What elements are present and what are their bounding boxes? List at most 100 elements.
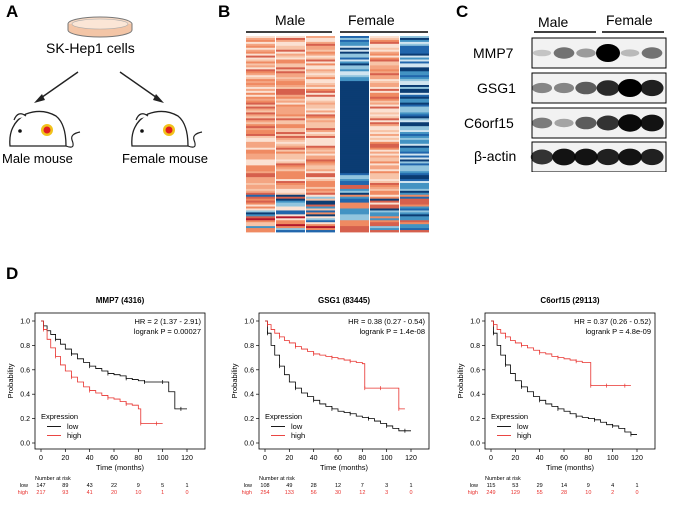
heatmap-cell [370,88,399,92]
heatmap-cell [400,216,429,219]
x-axis-label: Time (months) [96,463,145,472]
heatmap-cell [370,77,399,80]
heatmap-cell [246,90,275,94]
y-tick-label: 0.2 [470,416,480,423]
heatmap-cell [306,159,335,162]
heatmap-cell [370,222,399,225]
heatmap-cell [246,226,275,229]
heatmap-cell [340,69,369,72]
heatmap-cell [370,230,399,233]
heatmap-cell [306,49,335,53]
heatmap-cell [370,220,399,223]
y-axis-label: Probability [456,363,465,398]
risk-value: 14 [561,483,567,489]
heatmap-cell [276,165,305,168]
heatmap-cell [246,118,275,121]
heatmap-cell [306,96,335,100]
heatmap-cell [246,171,275,174]
heatmap-cell [306,132,335,135]
heatmap-cell [340,126,369,129]
heatmap-cell [370,126,399,129]
heatmap-cell [246,85,275,88]
heatmap-cell [306,57,335,60]
heatmap-cell [246,230,275,233]
heatmap-cell [306,137,335,141]
heatmap-cell [246,149,275,153]
heatmap-cell [276,186,305,190]
heatmap-cell [340,92,369,96]
heatmap-cell [340,204,369,207]
heatmap-cell [340,216,369,219]
heatmap-cell [276,122,305,125]
heatmap-cell [276,230,305,233]
blot-bands [530,37,667,172]
heatmap-cell [370,208,399,211]
heatmap-cell [306,122,335,125]
km-title: MMP7 (4316) [96,296,145,305]
heatmap-cell [340,218,369,221]
blot-band [596,115,620,131]
heatmap-cell [276,55,305,58]
legend-label-low: low [291,422,303,431]
heatmap-cell [340,83,369,86]
heatmap-cell [340,190,369,194]
heatmap-cell [370,92,399,96]
heatmap-cell [276,190,305,194]
heatmap-cell [276,218,305,221]
heatmap-cell [340,116,369,119]
heatmap-cell [340,147,369,151]
blot-band [596,44,620,62]
heatmap-cell [340,220,369,223]
km-plot-frame [34,312,206,450]
heatmap-cell [246,143,275,147]
heatmap-cell [306,130,335,133]
x-axis-label: Time (months) [320,463,369,472]
heatmap-cell [276,214,305,217]
heatmap-cell [340,145,369,149]
x-tick-label: 40 [536,455,544,462]
heatmap-cell [370,202,399,205]
risk-value: 249 [486,490,495,496]
heatmap-cell [400,163,429,166]
heatmap-cell [276,194,305,198]
heatmap-cell [340,177,369,180]
blot-band [596,148,620,166]
km-plot-1: MMP7 (4316)0.00.20.40.60.81.00 20 40 60 80 10… [6,296,206,496]
heatmap-cell [370,69,399,72]
heatmap-cell [340,108,369,111]
male-mouse-icon [9,110,81,148]
risk-value: 9 [587,483,590,489]
heatmap-cell [370,130,399,133]
heatmap-cell [276,132,305,135]
heatmap-cell [306,157,335,160]
y-axis-label: Probability [230,363,239,398]
heatmap-cell [276,85,305,88]
risk-value: 108 [260,483,269,489]
heatmap-cell [276,175,305,178]
heatmap-cell [340,53,369,56]
heatmap-cell [246,65,275,68]
heatmap-cell [370,53,399,56]
heatmap-cell [370,71,399,74]
heatmap-cell [246,122,275,125]
heatmap-cell [306,43,335,47]
heatmap-cell [340,202,369,205]
heatmap-cell [246,114,275,117]
risk-value: 1 [635,483,638,489]
km-title: C6orf15 (29113) [540,296,599,305]
heatmap-cell [370,188,399,192]
heatmap-cell [400,39,429,43]
heatmap-cell [400,186,429,190]
risk-value: 133 [285,490,294,496]
heatmap-cell [340,71,369,74]
heatmap-cell [246,39,275,43]
heatmap-cell [276,184,305,188]
heatmap-cell [306,92,335,96]
heatmap-cell [246,153,275,156]
heatmap-cell [276,110,305,113]
heatmap-cell [276,181,305,184]
heatmap-cell [340,134,369,137]
heatmap-cell [306,126,335,129]
heatmap-cell [306,188,335,192]
heatmap-cell [276,47,305,51]
